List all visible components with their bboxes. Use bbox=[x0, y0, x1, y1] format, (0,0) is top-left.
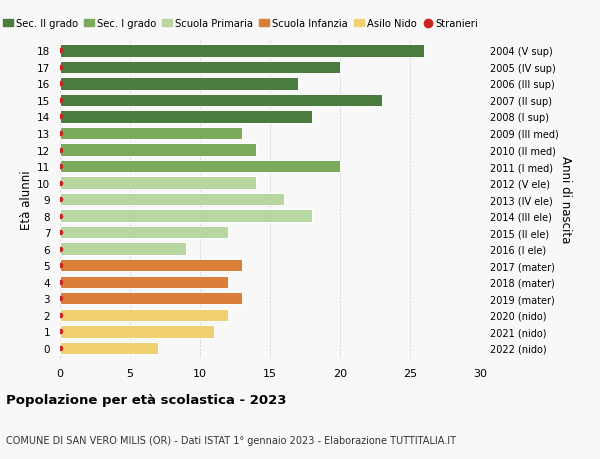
Bar bbox=[60, 128, 242, 140]
Bar bbox=[60, 325, 214, 338]
Point bbox=[55, 113, 65, 121]
Bar bbox=[60, 226, 228, 239]
Y-axis label: Anni di nascita: Anni di nascita bbox=[559, 156, 572, 243]
Bar bbox=[60, 161, 340, 173]
Bar bbox=[60, 342, 158, 354]
Bar bbox=[60, 259, 242, 272]
Point bbox=[55, 213, 65, 220]
Point bbox=[55, 80, 65, 88]
Point bbox=[55, 163, 65, 170]
Bar bbox=[60, 309, 228, 321]
Point bbox=[55, 64, 65, 71]
Bar bbox=[60, 210, 312, 222]
Bar bbox=[60, 177, 256, 190]
Legend: Sec. II grado, Sec. I grado, Scuola Primaria, Scuola Infanzia, Asilo Nido, Stran: Sec. II grado, Sec. I grado, Scuola Prim… bbox=[0, 15, 482, 33]
Point bbox=[55, 312, 65, 319]
Point bbox=[55, 328, 65, 335]
Point bbox=[55, 146, 65, 154]
Bar bbox=[60, 111, 312, 123]
Point bbox=[55, 179, 65, 187]
Point bbox=[55, 97, 65, 104]
Point bbox=[55, 262, 65, 269]
Bar bbox=[60, 62, 340, 74]
Point bbox=[55, 246, 65, 253]
Bar bbox=[60, 292, 242, 305]
Point bbox=[55, 344, 65, 352]
Text: COMUNE DI SAN VERO MILIS (OR) - Dati ISTAT 1° gennaio 2023 - Elaborazione TUTTIT: COMUNE DI SAN VERO MILIS (OR) - Dati IST… bbox=[6, 435, 456, 445]
Bar bbox=[60, 95, 382, 107]
Text: Popolazione per età scolastica - 2023: Popolazione per età scolastica - 2023 bbox=[6, 393, 287, 406]
Bar bbox=[60, 243, 186, 255]
Point bbox=[55, 279, 65, 286]
Point bbox=[55, 229, 65, 236]
Bar bbox=[60, 45, 424, 57]
Point bbox=[55, 48, 65, 55]
Y-axis label: Età alunni: Età alunni bbox=[20, 170, 33, 230]
Bar bbox=[60, 144, 256, 157]
Point bbox=[55, 196, 65, 203]
Bar bbox=[60, 276, 228, 288]
Bar bbox=[60, 194, 284, 206]
Point bbox=[55, 295, 65, 302]
Point bbox=[55, 130, 65, 137]
Bar bbox=[60, 78, 298, 90]
